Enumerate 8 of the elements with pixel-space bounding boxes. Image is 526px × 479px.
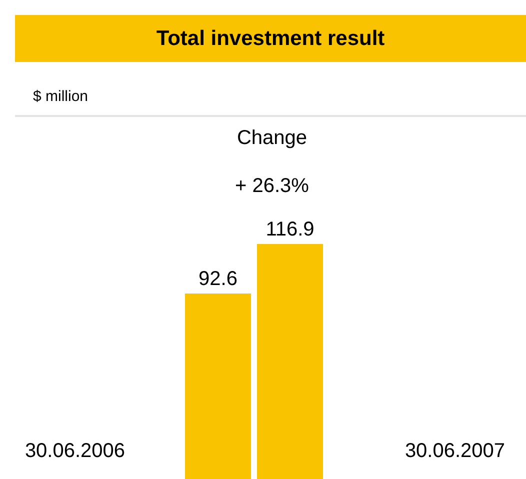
chart-subtitle: $ million (33, 88, 88, 105)
text: + 26.3% (234, 175, 310, 198)
text: Change (236, 127, 308, 150)
x-tick-label: 30.06.2006 (24, 440, 126, 463)
chart-title: Total investment result (15, 15, 526, 62)
data-label: 92.6 (198, 268, 238, 290)
x-tick-label: 30.06.2007 (404, 440, 506, 463)
data-label: 116.9 (266, 218, 314, 241)
